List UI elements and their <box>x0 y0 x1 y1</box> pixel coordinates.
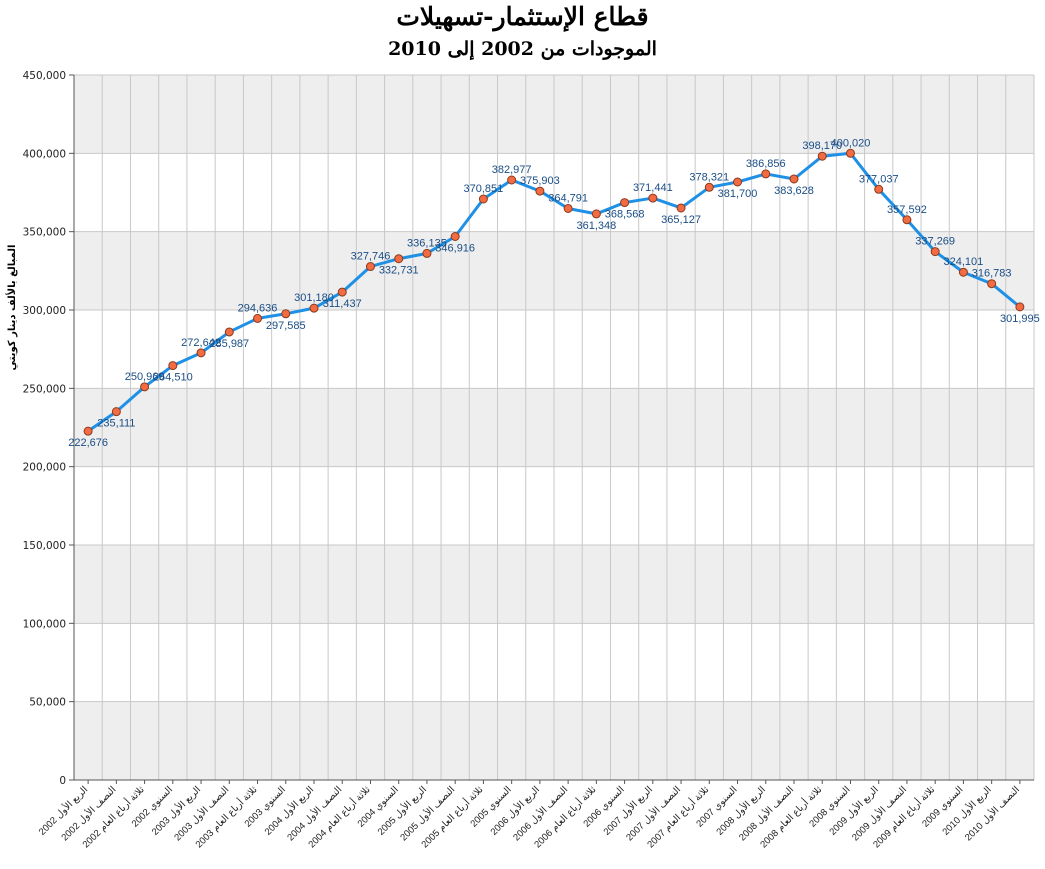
data-point <box>845 148 855 158</box>
data-label: 337,269 <box>915 236 955 248</box>
data-label: 346,916 <box>435 242 475 254</box>
y-tick-label: 400,000 <box>23 148 66 160</box>
data-point <box>591 209 601 219</box>
x-tick-label: الربع الأول 2007 <box>601 784 655 838</box>
x-tick-label: الربع الأول 2003 <box>149 784 203 838</box>
data-point <box>987 279 997 289</box>
data-label: 370,851 <box>464 183 504 195</box>
y-tick-label: 250,000 <box>23 383 66 395</box>
data-label: 381,700 <box>718 188 758 200</box>
data-label: 311,437 <box>323 298 362 310</box>
data-point <box>817 151 827 161</box>
data-point <box>789 174 799 184</box>
data-label: 361,348 <box>576 220 616 232</box>
data-label: 377,037 <box>859 173 899 185</box>
data-label: 365,127 <box>661 214 701 226</box>
data-point <box>676 203 686 213</box>
data-label: 386,856 <box>746 158 786 170</box>
data-label: 301,180 <box>294 292 334 304</box>
data-label: 264,510 <box>153 372 193 384</box>
series-line <box>87 151 1021 433</box>
y-axis-ticks: 0 50,000 100,000 150,000 200,000 250,000 300,0… <box>23 70 74 787</box>
data-point <box>478 194 488 204</box>
data-point <box>140 382 150 392</box>
y-tick-label: 450,000 <box>23 70 66 82</box>
data-point <box>281 309 291 319</box>
x-tick-label: الربع الأول 2010 <box>940 784 994 838</box>
data-label: 364,791 <box>548 192 588 204</box>
data-point <box>507 175 517 185</box>
data-point <box>83 426 93 436</box>
x-tick-label: الربع الأول 2009 <box>827 784 881 838</box>
y-tick-label: 50,000 <box>29 697 66 709</box>
data-label: 327,746 <box>351 251 391 263</box>
data-point <box>196 348 206 358</box>
data-point <box>930 247 940 257</box>
data-point <box>733 177 743 187</box>
data-label: 378,321 <box>689 171 729 183</box>
data-point <box>648 193 658 203</box>
data-label: 336,135 <box>407 237 447 249</box>
data-label: 400,020 <box>831 137 871 149</box>
y-tick-label: 350,000 <box>23 227 66 239</box>
y-tick-label: 100,000 <box>23 618 66 630</box>
data-point <box>168 361 178 371</box>
data-point <box>563 203 573 213</box>
data-point <box>422 248 432 258</box>
data-point <box>337 287 347 297</box>
data-point <box>1015 302 1025 312</box>
data-label: 294,636 <box>238 302 278 314</box>
series-group <box>83 148 1025 436</box>
data-label: 316,783 <box>972 268 1012 280</box>
data-point <box>253 313 263 323</box>
data-point <box>535 186 545 196</box>
data-label: 272,642 <box>181 337 221 349</box>
chart-title: قطاع الإستثمار-تسهيلات <box>396 2 649 31</box>
data-label: 297,585 <box>266 320 306 332</box>
data-point <box>365 262 375 272</box>
data-point <box>111 407 121 417</box>
data-point <box>224 327 234 337</box>
data-label: 368,568 <box>605 209 645 221</box>
data-label: 301,995 <box>1000 313 1040 325</box>
data-label: 398,170 <box>802 140 842 152</box>
y-tick-label: 0 <box>59 775 66 787</box>
x-tick-label: الربع الأول 2005 <box>375 784 429 838</box>
chart-subtitle: الموجودات من 2002 إلى 2010 <box>388 38 657 60</box>
data-point <box>620 198 630 208</box>
data-point <box>902 215 912 225</box>
data-point <box>394 254 404 264</box>
data-point <box>874 184 884 194</box>
data-point <box>704 182 714 192</box>
data-point <box>958 267 968 277</box>
data-label: 357,592 <box>887 204 927 216</box>
data-label: 222,676 <box>68 437 108 449</box>
x-tick-label: الربع الأول 2008 <box>714 784 768 838</box>
data-point <box>761 169 771 179</box>
x-tick-label: الربع الأول 2006 <box>488 784 542 838</box>
y-axis-label: المبالغ بالألف دينار كويتي <box>5 245 18 371</box>
y-tick-label: 200,000 <box>23 462 66 474</box>
data-point <box>309 303 319 313</box>
y-tick-label: 150,000 <box>23 540 66 552</box>
data-label: 383,628 <box>774 185 814 197</box>
data-label: 375,903 <box>520 175 560 187</box>
data-label: 235,111 <box>97 418 135 430</box>
x-tick-label: الربع الأول 2002 <box>36 784 90 838</box>
data-label: 332,731 <box>379 265 419 277</box>
data-label: 324,101 <box>944 256 984 268</box>
y-tick-label: 300,000 <box>23 305 66 317</box>
x-tick-label: الربع الأول 2004 <box>262 784 316 838</box>
data-label: 250,969 <box>125 371 165 383</box>
data-label: 285,987 <box>209 338 249 350</box>
data-label: 382,977 <box>492 164 532 176</box>
data-label: 371,441 <box>633 182 673 194</box>
data-point <box>450 231 460 241</box>
